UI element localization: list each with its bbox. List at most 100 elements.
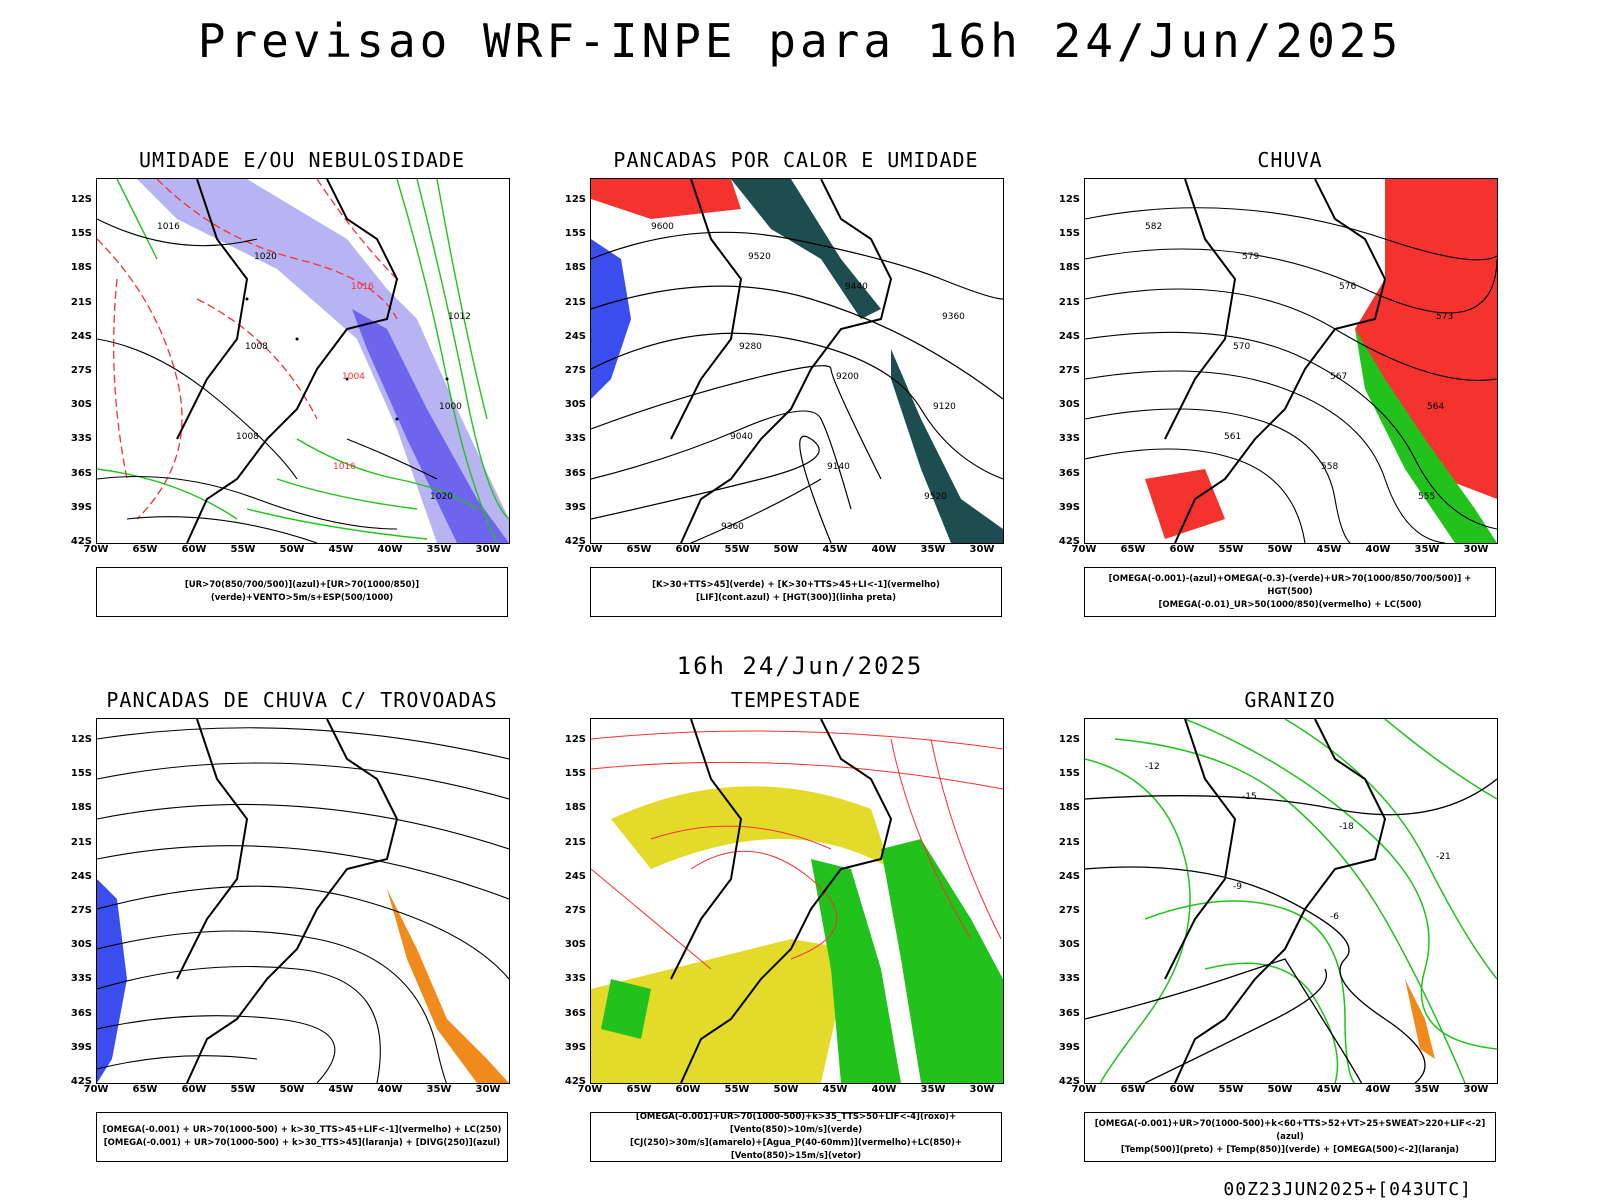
lat-tick-label: 36S xyxy=(70,467,92,479)
lat-tick-label: 33S xyxy=(1058,973,1080,985)
lat-tick-label: 39S xyxy=(1058,1041,1080,1053)
legend-umidade: [UR>70(850/700/500)](azul)+[UR>70(1000/8… xyxy=(96,567,508,617)
lon-tick-label: 45W xyxy=(822,1084,848,1095)
lon-tick-label: 55W xyxy=(724,1084,750,1095)
lat-tick-label: 33S xyxy=(564,973,586,985)
contour-value-label: -15 xyxy=(1242,792,1257,802)
contour-value-label: 9600 xyxy=(651,222,674,232)
legend-line: [OMEGA(-0.001)+UR>70(1000-500)+k>35_TTS>… xyxy=(635,1112,957,1135)
lon-tick-label: 45W xyxy=(328,544,354,555)
legend-line: [OMEGA(-0.001)+UR>70(1000-500)+k<60+TTS>… xyxy=(1094,1118,1486,1142)
lat-tick-label: 15S xyxy=(1058,228,1080,240)
lat-tick-label: 12S xyxy=(1058,734,1080,745)
temp500-contours xyxy=(1085,778,1497,1083)
lon-tick-label: 50W xyxy=(773,1084,799,1095)
lon-tick-label: 65W xyxy=(1120,1084,1146,1095)
lat-tick-label: 27S xyxy=(1058,365,1080,376)
red-area-2 xyxy=(1145,469,1225,539)
lon-tick-label: 50W xyxy=(279,544,305,555)
lon-tick-label: 40W xyxy=(1365,1084,1391,1095)
legend-granizo: [OMEGA(-0.001)+UR>70(1000-500)+k<60+TTS>… xyxy=(1084,1112,1496,1162)
orange-area xyxy=(1405,979,1435,1059)
contour-value-label: 9200 xyxy=(836,372,859,382)
lat-tick-label: 42S xyxy=(70,536,92,547)
panel-title-tempestade: TEMPESTADE xyxy=(730,688,862,712)
legend-line: [OMEGA(-0.001) + UR>70(1000-500) + k>30_… xyxy=(103,1138,501,1148)
legend-trovoadas: [OMEGA(-0.001) + UR>70(1000-500) + k>30_… xyxy=(96,1112,508,1162)
lat-tick-label: 42S xyxy=(564,1076,586,1087)
temp850-contours xyxy=(1085,719,1497,1083)
legend-line: [OMEGA(-0.01)_UR>50(1000/850)(vermelho) … xyxy=(1158,599,1422,610)
wind-green-3 xyxy=(601,979,651,1039)
coastline xyxy=(670,719,893,1083)
lon-tick-label: 55W xyxy=(1218,1084,1244,1095)
lon-tick-label: 40W xyxy=(1365,544,1391,555)
lon-tick-label: 30W xyxy=(475,544,501,555)
map-trovoadas xyxy=(96,718,510,1084)
coastline xyxy=(1164,179,1387,543)
lat-tick-label: 18S xyxy=(1058,802,1080,814)
lat-tick-label: 27S xyxy=(564,905,586,916)
lon-tick-label: 55W xyxy=(1218,544,1244,555)
lon-tick-label: 30W xyxy=(1463,1084,1489,1095)
lon-tick-label: 65W xyxy=(132,1084,158,1095)
lat-tick-label: 15S xyxy=(564,768,586,780)
lon-tick-label: 30W xyxy=(1463,544,1489,555)
coastline xyxy=(176,179,399,543)
lat-tick-label: 12S xyxy=(70,194,92,205)
lon-tick-label: 40W xyxy=(377,1084,403,1095)
panel-title-umidade: UMIDADE E/OU NEBULOSIDADE xyxy=(138,148,466,172)
lat-tick-label: 24S xyxy=(564,330,586,342)
contour-value-label: 567 xyxy=(1330,372,1347,382)
contour-value-label: -18 xyxy=(1339,822,1354,832)
contour-value-label: 9360 xyxy=(721,522,744,532)
lon-tick-label: 60W xyxy=(181,1084,207,1095)
lat-tick-label: 36S xyxy=(564,1007,586,1019)
lat-tick-label: 36S xyxy=(70,1007,92,1019)
contour-value-label: -21 xyxy=(1436,852,1451,862)
orange-area xyxy=(387,889,509,1083)
lon-tick-label: 35W xyxy=(426,544,452,555)
hgt-contours xyxy=(1085,207,1497,543)
lat-tick-label: 33S xyxy=(70,433,92,445)
lon-tick-label: 60W xyxy=(1169,1084,1195,1095)
black-contours xyxy=(97,218,438,543)
lon-tick-label: 70W xyxy=(83,544,109,555)
lat-tick-label: 39S xyxy=(70,1041,92,1053)
red-contours xyxy=(591,730,1003,970)
lat-tick-label: 33S xyxy=(564,433,586,445)
red-dashed-contours xyxy=(97,179,398,520)
lon-tick-label: 35W xyxy=(1414,1084,1440,1095)
lat-tick-label: 24S xyxy=(70,330,92,342)
lat-tick-label: 42S xyxy=(1058,1076,1080,1087)
lat-tick-label: 39S xyxy=(564,1041,586,1053)
panel-title-pancadas-calor: PANCADAS POR CALOR E UMIDADE xyxy=(613,148,979,172)
lon-tick-label: 50W xyxy=(1267,544,1293,555)
lon-tick-label: 45W xyxy=(822,544,848,555)
legend-line: [OMEGA(-0.001) + UR>70(1000-500) + k>30_… xyxy=(102,1125,502,1135)
lon-tick-label: 35W xyxy=(426,1084,452,1095)
coastline xyxy=(176,719,399,1083)
contour-value-label: 1016 xyxy=(333,462,356,472)
lon-tick-label: 60W xyxy=(675,544,701,555)
lat-tick-label: 21S xyxy=(70,836,92,848)
lat-tick-label: 27S xyxy=(70,905,92,916)
lat-tick-label: 21S xyxy=(1058,296,1080,308)
green-contours xyxy=(97,179,509,543)
contour-value-label: 582 xyxy=(1145,222,1162,232)
contour-value-label: 1016 xyxy=(157,222,180,232)
lat-tick-label: 21S xyxy=(1058,836,1080,848)
lat-tick-label: 30S xyxy=(564,399,586,411)
lat-tick-label: 42S xyxy=(564,536,586,547)
lat-tick-label: 36S xyxy=(1058,1007,1080,1019)
green-area xyxy=(1355,329,1497,543)
contour-value-label: 1000 xyxy=(439,402,462,412)
wind-green-2 xyxy=(881,839,1003,1083)
lon-tick-label: 50W xyxy=(279,1084,305,1095)
contour-value-label: 573 xyxy=(1436,312,1453,322)
contour-value-label: 1020 xyxy=(430,492,453,502)
contour-value-label: 1012 xyxy=(448,312,471,322)
lat-tick-label: 21S xyxy=(564,296,586,308)
lon-tick-label: 45W xyxy=(1316,544,1342,555)
lon-tick-label: 35W xyxy=(1414,544,1440,555)
